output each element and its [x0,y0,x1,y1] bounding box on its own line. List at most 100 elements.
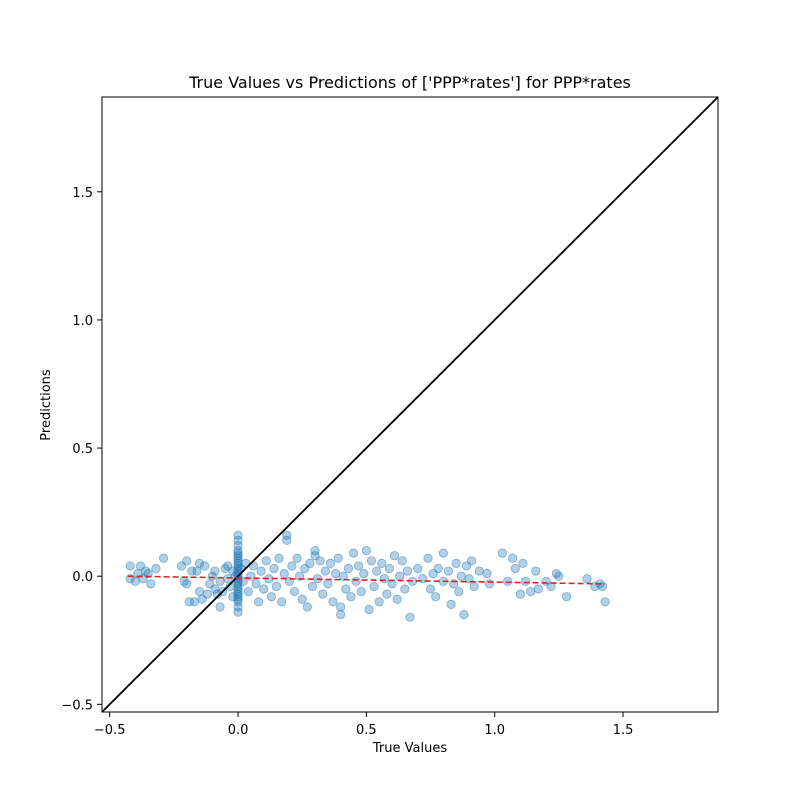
scatter-point [482,569,492,579]
scatter-point [233,579,243,589]
scatter-point [369,581,379,592]
scatter-point [413,563,423,574]
scatter-point [223,574,233,584]
scatter-point [361,545,371,556]
scatter-point [189,597,199,607]
y-tick-label: 1.0 [72,314,93,329]
scatter-point [526,586,536,597]
scatter-point [423,553,433,563]
scatter-point [400,584,410,594]
chart-title: True Values vs Predictions of ['PPP*rate… [188,73,631,92]
scatter-point [238,576,248,586]
y-tick-label: 0.5 [72,442,93,457]
scatter-points [125,530,610,622]
scatter-point [561,592,572,602]
y-tick-label: 1.5 [72,186,93,201]
scatter-point [395,571,405,581]
scatter-point [474,566,484,576]
scatter-point [533,584,543,594]
scatter-point [274,553,284,563]
scatter-point [330,569,341,579]
scatter-point [551,569,561,579]
scatter-point [233,597,243,607]
scatter-point [141,566,151,576]
scatter-point [320,566,330,576]
scatter-point [233,540,243,551]
scatter-point [431,592,441,602]
scatter-point [194,558,205,568]
scatter-point [382,589,392,599]
y-axis-ticks: −0.5 0.0 0.5 1.0 1.5 [61,186,102,713]
scatter-point [233,607,243,617]
plot-frame [101,96,719,713]
scatter-point [336,602,346,612]
scatter-point [443,566,454,576]
scatter-point [508,553,518,563]
scatter-point [433,563,443,574]
scatter-point [438,548,448,558]
scatter-point [366,556,377,566]
scatter-point [233,558,243,568]
scatter-point [130,576,140,586]
scatter-point [233,553,243,563]
scatter-point [456,571,466,581]
scatter-point [389,551,400,561]
scatter-point [459,610,469,620]
scatter-point [531,566,541,576]
scatter-point [343,563,353,574]
scatter-point [251,579,261,589]
trend-line [127,575,606,585]
identity-line [102,97,718,712]
scatter-point [261,556,271,566]
scatter-point [446,599,456,609]
scatter-point [402,566,413,576]
scatter-point [384,563,395,574]
x-tick-label: 0.5 [356,723,377,738]
scatter-point [348,548,359,558]
x-axis-ticks: −0.5 0.0 0.5 1.0 1.5 [94,712,633,738]
plot-area [102,97,718,712]
scatter-point [159,553,169,563]
scatter-point [336,610,346,620]
scatter-point [151,563,161,574]
scatter-point [233,586,243,597]
scatter-point [323,579,333,589]
scatter-point [302,602,312,612]
scatter-point [233,592,243,602]
scatter-point [256,566,266,576]
scatter-point [182,579,192,589]
scatter-point [269,563,279,574]
scatter-point [356,586,366,597]
scatter-point [243,586,253,597]
x-tick-label: 1.5 [613,723,634,738]
scatter-point [233,548,243,558]
scatter-point [146,579,156,589]
scatter-point [377,558,387,568]
scatter-point [518,558,528,568]
scatter-point [464,574,474,584]
scatter-point [318,589,328,599]
scatter-point [582,574,592,584]
scatter-point [466,556,477,566]
scatter-point [520,576,531,586]
scatter-point [364,604,374,615]
scatter-point [310,545,320,556]
scatter-point [233,589,243,599]
scatter-point [469,581,479,592]
scatter-point [233,584,243,594]
scatter-point [292,553,302,563]
x-tick-label: 1.0 [484,723,505,738]
scatter-point [454,586,464,597]
scatter-point [328,597,338,607]
scatter-point [510,563,520,574]
scatter-point [233,545,243,556]
scatter-point [233,535,243,545]
scatter-point [194,586,205,597]
y-tick-label: −0.5 [61,698,93,713]
scatter-point [289,586,300,597]
scatter-point [202,589,212,599]
scatter-point [297,594,307,604]
scatter-point [354,561,364,571]
scatter-point [279,569,289,579]
